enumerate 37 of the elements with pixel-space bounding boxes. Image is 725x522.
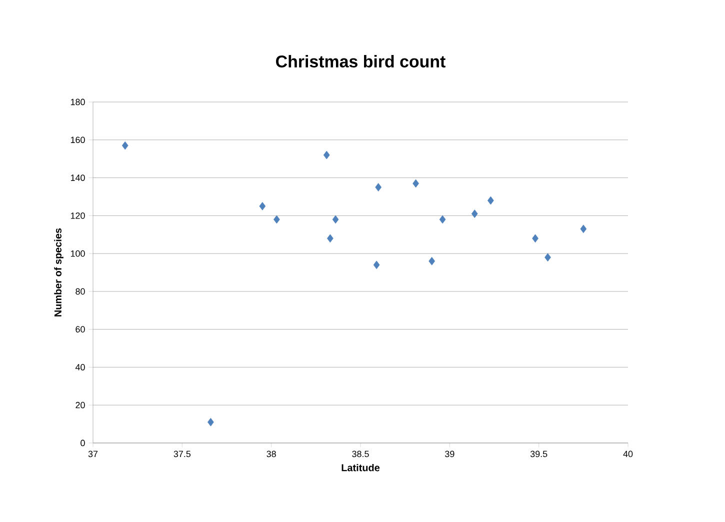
point [488,196,494,205]
y-tick-label: 60 [76,326,85,332]
y-tick-label: 100 [70,250,85,257]
point [208,418,214,426]
chart-title: Christmas bird count [276,55,446,68]
point [471,210,478,218]
y-tick-label: 160 [70,136,85,144]
point [274,215,280,224]
x-tick-label: 38.5 [352,450,369,458]
x-tick-label: 39.5 [530,450,548,458]
point [373,260,380,270]
y-tick-label: 40 [75,364,85,370]
point [323,150,330,160]
x-axis-title: Latitude [342,464,380,472]
point [544,253,551,262]
y-tick-label: 20 [76,402,85,408]
x-tick-label: 40 [623,450,633,458]
point [327,234,334,243]
point [122,141,128,150]
y-tick-label: 140 [70,174,85,181]
y-tick-label: 80 [76,288,85,295]
point [375,183,382,192]
point [532,234,538,243]
x-tick-label: 37.5 [174,450,191,458]
y-tick-label: 0 [80,440,85,446]
point [439,215,446,224]
y-tick-label: 180 [70,98,85,106]
x-tick-label: 38 [266,450,276,458]
y-tick-label: 120 [70,212,85,219]
point [412,179,419,188]
x-tick-label: 39 [445,450,454,458]
point [259,202,266,210]
point [580,224,587,234]
point [428,256,436,266]
x-tick-label: 37 [88,450,98,458]
y-axis-title: Number of species [54,228,64,316]
point [332,215,339,224]
